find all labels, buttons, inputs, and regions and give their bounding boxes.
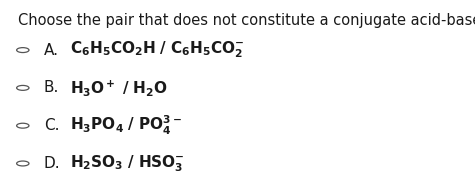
Text: C.: C.: [44, 118, 59, 133]
Text: $\mathbf{H_2SO_3}$ $\mathbf{/}$ $\mathbf{HSO_3^{-}}$: $\mathbf{H_2SO_3}$ $\mathbf{/}$ $\mathbf…: [70, 153, 185, 174]
Text: $\mathbf{C_6H_5CO_2H}$ $\mathbf{/}$ $\mathbf{C_6H_5CO_2^{-}}$: $\mathbf{C_6H_5CO_2H}$ $\mathbf{/}$ $\ma…: [70, 40, 245, 60]
Text: A.: A.: [44, 43, 59, 58]
Text: B.: B.: [44, 80, 59, 95]
Text: D.: D.: [44, 156, 60, 171]
Text: $\mathbf{H_3PO_4}$ $\mathbf{/}$ $\mathbf{PO_4^{3-}}$: $\mathbf{H_3PO_4}$ $\mathbf{/}$ $\mathbf…: [70, 114, 182, 137]
Text: Choose the pair that does not constitute a conjugate acid-base pair.: Choose the pair that does not constitute…: [18, 13, 475, 28]
Text: $\mathbf{H_3O^+}$ $\mathbf{/}$ $\mathbf{H_2O}$: $\mathbf{H_3O^+}$ $\mathbf{/}$ $\mathbf{…: [70, 78, 168, 98]
